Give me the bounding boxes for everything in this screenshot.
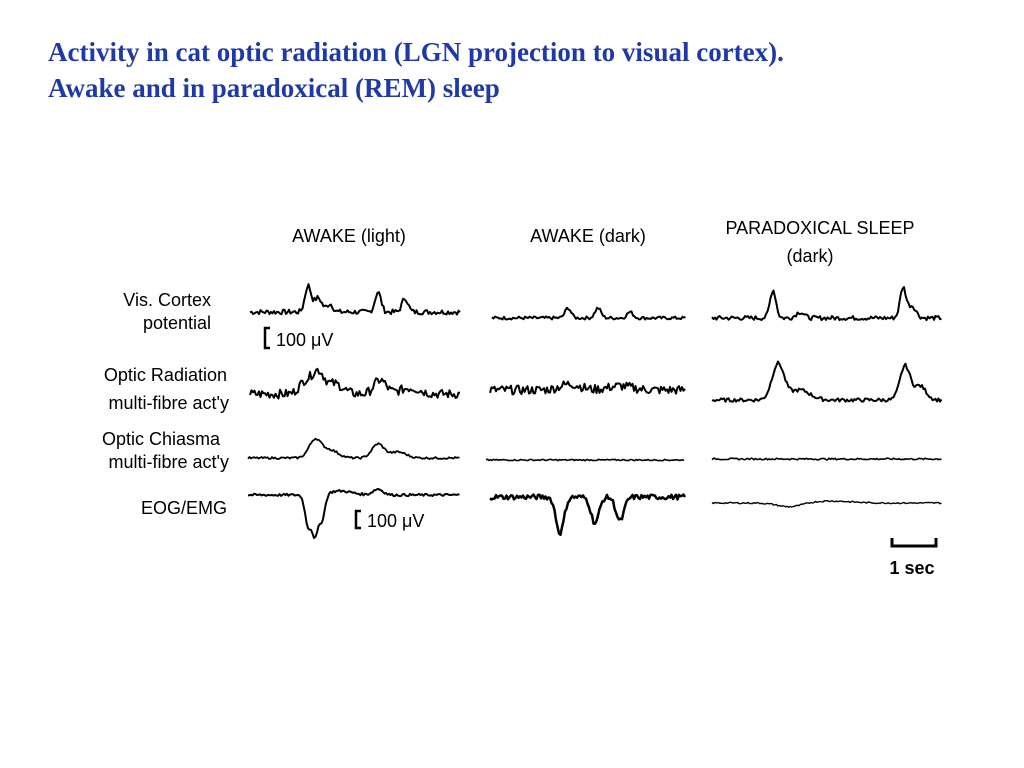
time-scale-label: 1 sec <box>889 558 934 578</box>
title-line-1: Activity in cat optic radiation (LGN pro… <box>48 37 784 67</box>
trace-optic-chiasma-paradoxical <box>711 457 942 461</box>
trace-eog-emg-awake-light <box>247 488 460 540</box>
trace-optic-radiation-paradoxical <box>711 360 943 403</box>
row-label-vis-cortex-2: potential <box>143 313 211 333</box>
row-label-optic-chiasma-2: multi-fibre act'y <box>109 452 229 472</box>
voltage-scale-bracket-upper <box>263 326 270 350</box>
trace-group <box>247 283 943 540</box>
trace-vis-cortex-awake-dark <box>491 306 686 321</box>
trace-optic-chiasma-awake-light <box>247 437 460 460</box>
trace-optic-radiation-awake-dark <box>489 380 686 396</box>
column-header-awake-light: AWAKE (light) <box>292 226 406 246</box>
time-scale-bar <box>890 538 938 548</box>
trace-eog-emg-paradoxical <box>711 500 942 508</box>
row-label-vis-cortex: Vis. Cortex <box>123 290 211 310</box>
trace-optic-chiasma-awake-dark <box>485 458 685 462</box>
row-label-eog-emg: EOG/EMG <box>141 498 227 518</box>
column-header-paradoxical-sleep: PARADOXICAL SLEEP <box>725 218 914 238</box>
row-label-optic-chiasma: Optic Chiasma <box>102 429 221 449</box>
trace-optic-radiation-awake-light <box>249 367 461 400</box>
trace-vis-cortex-awake-light <box>249 283 461 316</box>
trace-vis-cortex-paradoxical <box>711 286 942 322</box>
column-subheader-dark: (dark) <box>786 246 833 266</box>
row-label-optic-radiation: Optic Radiation <box>104 365 227 385</box>
voltage-scale-label-upper: 100 μV <box>276 330 333 350</box>
slide-title: Activity in cat optic radiation (LGN pro… <box>48 34 1008 106</box>
column-header-awake-dark: AWAKE (dark) <box>530 226 646 246</box>
title-line-2: Awake and in paradoxical (REM) sleep <box>48 73 500 103</box>
trace-eog-emg-awake-dark <box>489 493 687 537</box>
voltage-scale-label-lower: 100 μV <box>367 511 424 531</box>
voltage-scale-bracket-lower <box>354 509 361 530</box>
row-label-optic-radiation-2: multi-fibre act'y <box>109 393 229 413</box>
